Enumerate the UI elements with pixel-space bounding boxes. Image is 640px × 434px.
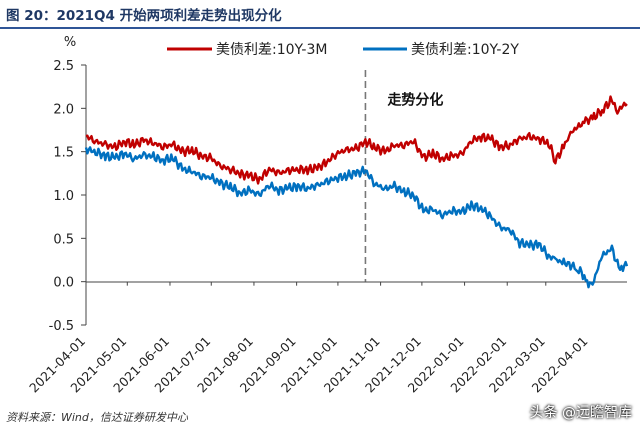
y-tick-label: 0.0 xyxy=(53,276,74,291)
chart-legend: 美债利差:10Y-3M 美债利差:10Y-2Y xyxy=(167,42,519,58)
legend-label-10y-3m: 美债利差:10Y-3M xyxy=(216,42,327,58)
divergence-annotation: 走势分化 xyxy=(387,92,443,109)
y-tick-label: -0.5 xyxy=(49,319,74,334)
series-line-10y-3m xyxy=(85,95,628,185)
y-tick-label: 2.5 xyxy=(53,59,74,74)
source-note: 资料来源：Wind，信达证券研发中心 xyxy=(6,411,188,424)
y-axis-unit-label: % xyxy=(64,35,76,50)
y-tick-label: 2.0 xyxy=(53,102,74,117)
y-tick-label: 0.5 xyxy=(53,232,74,247)
title-divider xyxy=(0,27,640,29)
series-line-10y-2y xyxy=(84,146,629,289)
y-tick-label: 1.5 xyxy=(53,146,74,161)
y-tick-label: 1.0 xyxy=(53,189,74,204)
watermark: 头条 @远瞻智库 xyxy=(529,405,632,421)
figure-title: 图 20：2021Q4 开始两项利差走势出现分化 xyxy=(6,8,282,24)
legend-label-10y-2y: 美债利差:10Y-2Y xyxy=(411,42,519,58)
